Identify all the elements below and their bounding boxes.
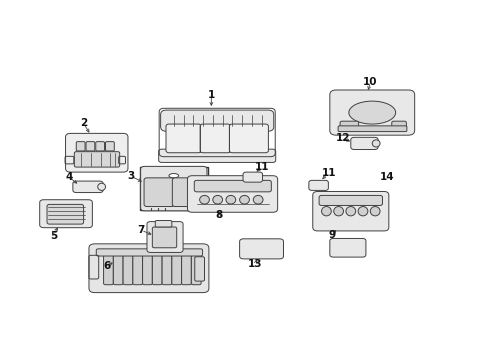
- Ellipse shape: [168, 174, 178, 178]
- FancyBboxPatch shape: [162, 254, 171, 285]
- FancyBboxPatch shape: [133, 254, 142, 285]
- FancyBboxPatch shape: [194, 257, 204, 281]
- Text: 1: 1: [207, 90, 215, 100]
- Text: 2: 2: [80, 118, 87, 128]
- FancyBboxPatch shape: [105, 141, 114, 151]
- Ellipse shape: [357, 207, 367, 216]
- Text: 13: 13: [247, 259, 262, 269]
- FancyBboxPatch shape: [160, 110, 273, 131]
- FancyBboxPatch shape: [319, 195, 382, 206]
- FancyBboxPatch shape: [147, 222, 183, 252]
- FancyBboxPatch shape: [187, 176, 277, 212]
- Text: 14: 14: [379, 172, 394, 182]
- FancyBboxPatch shape: [339, 121, 358, 129]
- FancyBboxPatch shape: [171, 254, 181, 285]
- FancyBboxPatch shape: [103, 254, 113, 285]
- Text: 7: 7: [137, 225, 144, 235]
- FancyBboxPatch shape: [155, 221, 171, 227]
- Ellipse shape: [199, 195, 209, 204]
- Text: 9: 9: [328, 230, 335, 239]
- Text: 12: 12: [335, 133, 349, 143]
- FancyBboxPatch shape: [191, 254, 201, 285]
- Text: 8: 8: [215, 210, 223, 220]
- Text: 5: 5: [50, 231, 57, 240]
- FancyBboxPatch shape: [123, 254, 133, 285]
- FancyBboxPatch shape: [239, 239, 283, 259]
- FancyBboxPatch shape: [165, 124, 201, 153]
- Ellipse shape: [333, 207, 343, 216]
- FancyBboxPatch shape: [229, 124, 268, 153]
- FancyBboxPatch shape: [96, 141, 104, 151]
- Ellipse shape: [345, 207, 355, 216]
- Ellipse shape: [239, 195, 249, 204]
- Text: 3: 3: [127, 171, 135, 181]
- FancyBboxPatch shape: [350, 137, 377, 149]
- Text: 11: 11: [254, 162, 268, 172]
- FancyBboxPatch shape: [113, 254, 123, 285]
- Ellipse shape: [369, 207, 379, 216]
- Ellipse shape: [371, 140, 379, 147]
- FancyBboxPatch shape: [86, 141, 95, 151]
- Ellipse shape: [321, 207, 330, 216]
- FancyBboxPatch shape: [152, 227, 176, 248]
- FancyBboxPatch shape: [76, 141, 85, 151]
- Ellipse shape: [253, 195, 263, 204]
- FancyBboxPatch shape: [65, 134, 128, 172]
- FancyBboxPatch shape: [47, 204, 83, 224]
- Ellipse shape: [348, 101, 395, 124]
- Text: 10: 10: [362, 77, 377, 87]
- Ellipse shape: [212, 195, 222, 204]
- FancyBboxPatch shape: [329, 238, 365, 257]
- FancyBboxPatch shape: [172, 178, 201, 207]
- Text: 4: 4: [65, 172, 73, 182]
- FancyBboxPatch shape: [158, 149, 275, 162]
- FancyBboxPatch shape: [200, 124, 230, 153]
- FancyBboxPatch shape: [74, 152, 120, 167]
- FancyBboxPatch shape: [181, 254, 191, 285]
- FancyBboxPatch shape: [73, 181, 103, 193]
- FancyBboxPatch shape: [89, 244, 208, 293]
- Bar: [140, 167, 207, 211]
- FancyBboxPatch shape: [142, 254, 152, 285]
- FancyBboxPatch shape: [40, 200, 92, 228]
- FancyBboxPatch shape: [391, 121, 406, 129]
- FancyBboxPatch shape: [144, 178, 174, 207]
- FancyBboxPatch shape: [141, 166, 206, 211]
- FancyBboxPatch shape: [152, 254, 162, 285]
- Ellipse shape: [98, 183, 105, 190]
- FancyBboxPatch shape: [337, 126, 406, 132]
- Text: 6: 6: [103, 261, 110, 271]
- FancyBboxPatch shape: [243, 172, 262, 182]
- FancyBboxPatch shape: [96, 249, 202, 256]
- FancyBboxPatch shape: [308, 180, 328, 190]
- Text: 11: 11: [321, 168, 335, 178]
- FancyBboxPatch shape: [194, 180, 271, 192]
- FancyBboxPatch shape: [329, 90, 414, 135]
- Ellipse shape: [225, 195, 235, 204]
- FancyBboxPatch shape: [312, 192, 388, 231]
